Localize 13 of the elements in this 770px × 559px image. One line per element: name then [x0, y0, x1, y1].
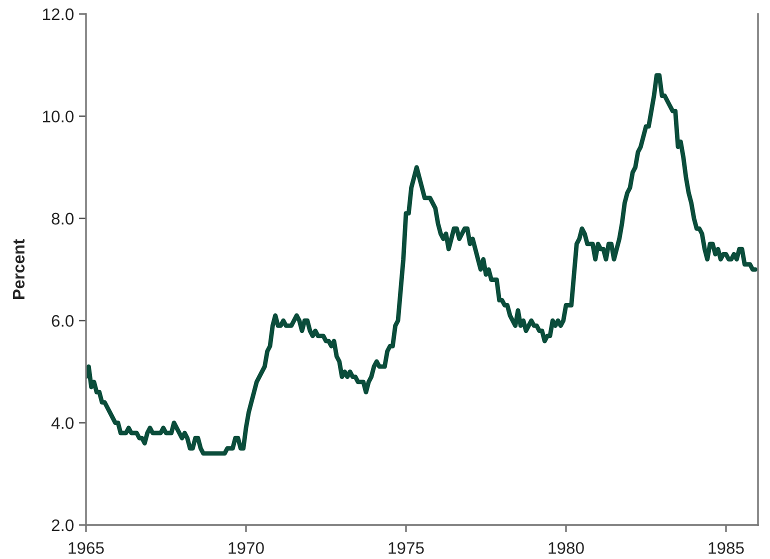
- y-tick-label: 4.0: [51, 417, 74, 430]
- x-tick-label: 1985: [708, 542, 744, 554]
- x-tick-label: 1965: [68, 542, 104, 554]
- x-tick-label: 1975: [388, 542, 424, 554]
- x-tick-label: 1980: [548, 542, 584, 554]
- y-tick-label: 10.0: [43, 110, 74, 122]
- y-tick-label: 2.0: [52, 519, 74, 532]
- x-tick-label: 1970: [228, 542, 264, 554]
- y-tick-label: 6.0: [52, 315, 74, 327]
- line-series: [86, 73, 758, 456]
- y-tick-label: 12.0: [43, 8, 74, 20]
- y-tick-label: 8.0: [52, 212, 74, 225]
- y-axis-title: Percent: [12, 239, 25, 299]
